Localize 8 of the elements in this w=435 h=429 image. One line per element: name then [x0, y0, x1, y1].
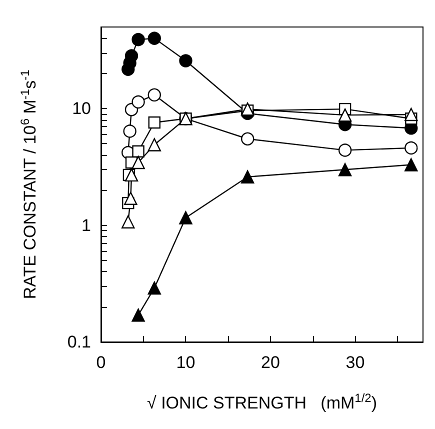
x-tick-label: 0 — [96, 353, 106, 372]
x-tick-label: 10 — [176, 353, 196, 372]
y-tick-label: 0.1 — [67, 332, 91, 352]
y-axis-title: RATE CONSTANT / 106 M-1s-1 — [18, 69, 40, 300]
y-tick-label: 1 — [82, 216, 91, 235]
x-tick-label: 30 — [346, 353, 365, 372]
x-tick-label: 20 — [261, 353, 280, 372]
y-tick-label: 10 — [72, 99, 91, 118]
